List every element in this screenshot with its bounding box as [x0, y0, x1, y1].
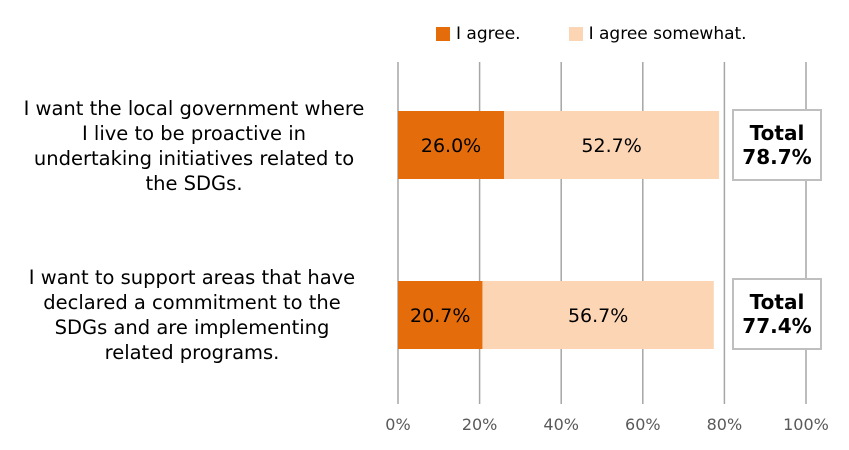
total-box-1: Total 78.7% — [732, 109, 822, 181]
x-tick-label-3: 60% — [625, 415, 661, 434]
data-label-2-series-1: 20.7% — [410, 305, 470, 327]
bar-1-series-2 — [504, 111, 720, 179]
legend-item-agree: I agree. — [436, 24, 521, 44]
legend-item-agree-somewhat: I agree somewhat. — [568, 24, 747, 44]
data-label-1-series-1: 26.0% — [421, 135, 481, 157]
bar-2-series-1 — [398, 281, 483, 349]
x-tick-label-2: 40% — [543, 415, 579, 434]
bar-1-series-1 — [398, 111, 505, 179]
total-value-1: 78.7% — [742, 145, 812, 169]
data-label-2-series-2: 56.7% — [568, 305, 628, 327]
x-tick-label-1: 20% — [462, 415, 498, 434]
total-box-2: Total 77.4% — [732, 278, 822, 350]
total-value-2: 77.4% — [742, 314, 812, 338]
category-label-2: I want to support areas that have declar… — [28, 266, 356, 364]
x-tick-label-4: 80% — [707, 415, 743, 434]
legend-swatch-agree — [436, 27, 450, 41]
category-label-1: I want the local government where I live… — [23, 97, 365, 195]
total-label-2: Total — [749, 290, 805, 314]
x-tick-label-5: 100% — [783, 415, 829, 434]
legend: I agree. I agree somewhat. — [436, 24, 795, 44]
x-tick-label-0: 0% — [385, 415, 410, 434]
legend-label-agree-somewhat: I agree somewhat. — [588, 24, 747, 44]
total-label-1: Total — [749, 121, 805, 145]
legend-swatch-agree-somewhat — [568, 27, 583, 41]
legend-label-agree: I agree. — [456, 24, 521, 44]
bar-2-series-2 — [482, 281, 714, 349]
data-label-1-series-2: 52.7% — [581, 135, 641, 157]
